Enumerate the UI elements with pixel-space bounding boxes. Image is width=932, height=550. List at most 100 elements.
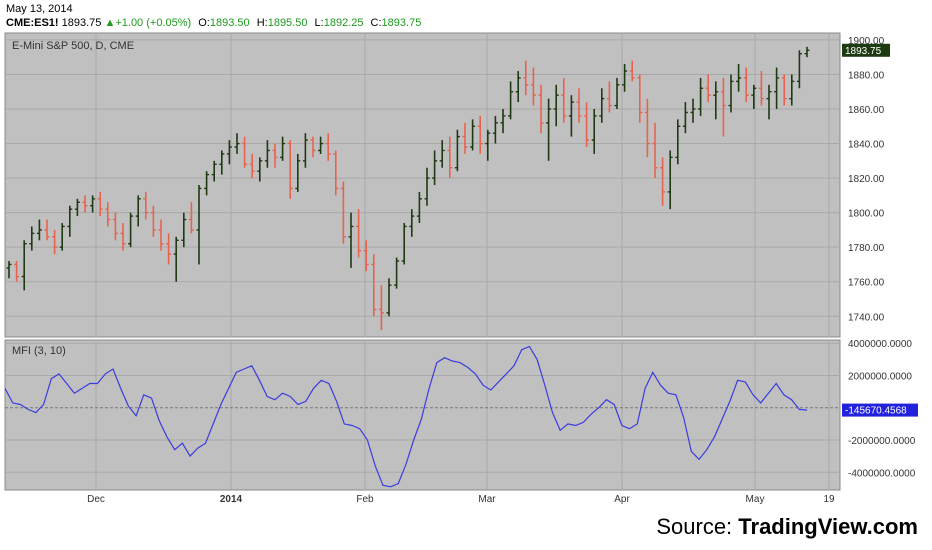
ohlc-bar <box>287 140 293 199</box>
ohlc-bar <box>492 115 498 144</box>
ohlc-bar <box>325 133 331 161</box>
mfi-tick-label: 4000000.0000 <box>848 339 912 350</box>
ohlc-bar <box>416 191 422 223</box>
ohlc-bar <box>774 67 780 109</box>
ohlc-bar <box>629 60 635 82</box>
mfi-chart-title: MFI (3, 10) <box>12 345 66 357</box>
close-value: 1893.75 <box>381 17 422 29</box>
ohlc-bar <box>242 136 248 168</box>
ohlc-bar <box>112 212 118 241</box>
ohlc-bar <box>439 140 445 168</box>
mfi-last-value: -145670.4568 <box>845 406 907 417</box>
price-last-badge: 1893.75 <box>842 43 890 57</box>
mfi-grid <box>5 340 840 490</box>
source-brand[interactable]: TradingView.com <box>738 514 918 539</box>
ohlc-bar <box>394 257 400 289</box>
price-axis: 1740.00 1760.00 1780.00 1800.00 1820.00 1840.… <box>848 36 885 323</box>
price-panel[interactable] <box>4 32 841 338</box>
ohlc-bar <box>158 219 164 251</box>
ohlc-bar <box>318 136 324 154</box>
ohlc-bar <box>226 140 232 165</box>
ohlc-bar <box>97 191 103 217</box>
mfi-tick-label: -2000000.0000 <box>848 436 916 447</box>
mfi-line <box>4 345 808 488</box>
price-tick-label: 1840.00 <box>848 140 885 151</box>
header-date: May 13, 2014 <box>6 3 73 15</box>
ohlc-bar <box>135 195 141 227</box>
quote-line: CME:ES1! 1893.75 ▲+1.00 (+0.05%) O:1893.… <box>6 17 421 29</box>
ohlc-bar <box>234 133 240 154</box>
chart-area[interactable]: 1740.00 1760.00 1780.00 1800.00 1820.00 1840.… <box>0 0 932 512</box>
time-tick-label: 2014 <box>220 494 243 505</box>
ohlc-bar <box>59 223 65 251</box>
ohlc-bar <box>188 202 194 234</box>
low-label: L: <box>314 17 324 29</box>
ohlc-bar <box>204 171 210 196</box>
ohlc-bar <box>257 157 263 182</box>
ohlc-bar <box>143 191 149 220</box>
up-arrow-icon: ▲ <box>104 17 116 29</box>
time-tick-label: Apr <box>614 494 630 505</box>
ohlc-bar <box>409 209 415 237</box>
ohlc-bar <box>470 119 476 151</box>
source-credit: Source: TradingView.com <box>656 514 918 540</box>
ohlc-bar <box>386 278 392 317</box>
ohlc-bar <box>310 136 316 158</box>
mfi-axis: 4000000.0000 2000000.0000 -2000000.0000 -40… <box>848 339 916 479</box>
price-tick-label: 1760.00 <box>848 278 885 289</box>
symbol[interactable]: CME:ES1! <box>6 17 59 29</box>
ohlc-bar <box>264 140 270 168</box>
price-tick-label: 1800.00 <box>848 209 885 220</box>
ohlc-bar <box>660 157 666 206</box>
ohlc-bar <box>21 240 27 291</box>
ohlc-bar <box>546 98 552 161</box>
ohlc-bar <box>781 74 787 106</box>
ohlc-bar <box>599 88 605 123</box>
ohlc-bar <box>454 129 460 172</box>
ohlc-bar <box>789 74 795 106</box>
price-tick-label: 1880.00 <box>848 70 885 81</box>
close-label: C: <box>370 17 382 29</box>
ohlc-bar <box>682 102 688 134</box>
ohlc-bar <box>561 77 567 123</box>
price-tick-label: 1820.00 <box>848 174 885 185</box>
ohlc-bar <box>166 233 172 265</box>
price-tick-label: 1860.00 <box>848 105 885 116</box>
ohlc-bar <box>698 77 704 116</box>
ohlc-bar <box>424 167 430 206</box>
price-grid <box>5 33 840 337</box>
ohlc-bar <box>751 84 757 109</box>
high-value: 1895.50 <box>267 17 308 29</box>
ohlc-bar <box>736 64 742 92</box>
ohlc-bar <box>606 81 612 113</box>
ohlc-bar <box>796 50 802 89</box>
ohlc-bar <box>356 209 362 258</box>
ohlc-bar <box>462 122 468 154</box>
ohlc-bar <box>295 153 301 192</box>
low-value: 1892.25 <box>323 17 364 29</box>
ohlc-bar <box>67 205 73 237</box>
ohlc-bar <box>713 81 719 120</box>
ohlc-bar <box>196 185 202 265</box>
ohlc-bar <box>584 102 590 147</box>
ohlc-bar <box>758 71 764 106</box>
open-value: 1893.50 <box>209 17 250 29</box>
price-bars <box>6 46 810 331</box>
source-prefix: Source: <box>656 514 739 539</box>
mfi-tick-label: -4000000.0000 <box>848 468 916 479</box>
ohlc-bar <box>173 236 179 282</box>
ohlc-bar <box>804 46 810 58</box>
price-change: +1.00 (+0.05%) <box>115 17 192 29</box>
ohlc-bar <box>36 219 42 241</box>
open-label: O: <box>198 17 210 29</box>
ohlc-bar <box>705 74 711 103</box>
ohlc-bar <box>728 74 734 113</box>
ohlc-bar <box>720 77 726 137</box>
mfi-series <box>4 345 808 488</box>
ohlc-bar <box>576 88 582 123</box>
ohlc-bar <box>523 60 529 96</box>
ohlc-bar <box>447 136 453 179</box>
price-tick-label: 1780.00 <box>848 243 885 254</box>
ohlc-bar <box>690 98 696 123</box>
price-tick-label: 1900.00 <box>848 36 885 47</box>
